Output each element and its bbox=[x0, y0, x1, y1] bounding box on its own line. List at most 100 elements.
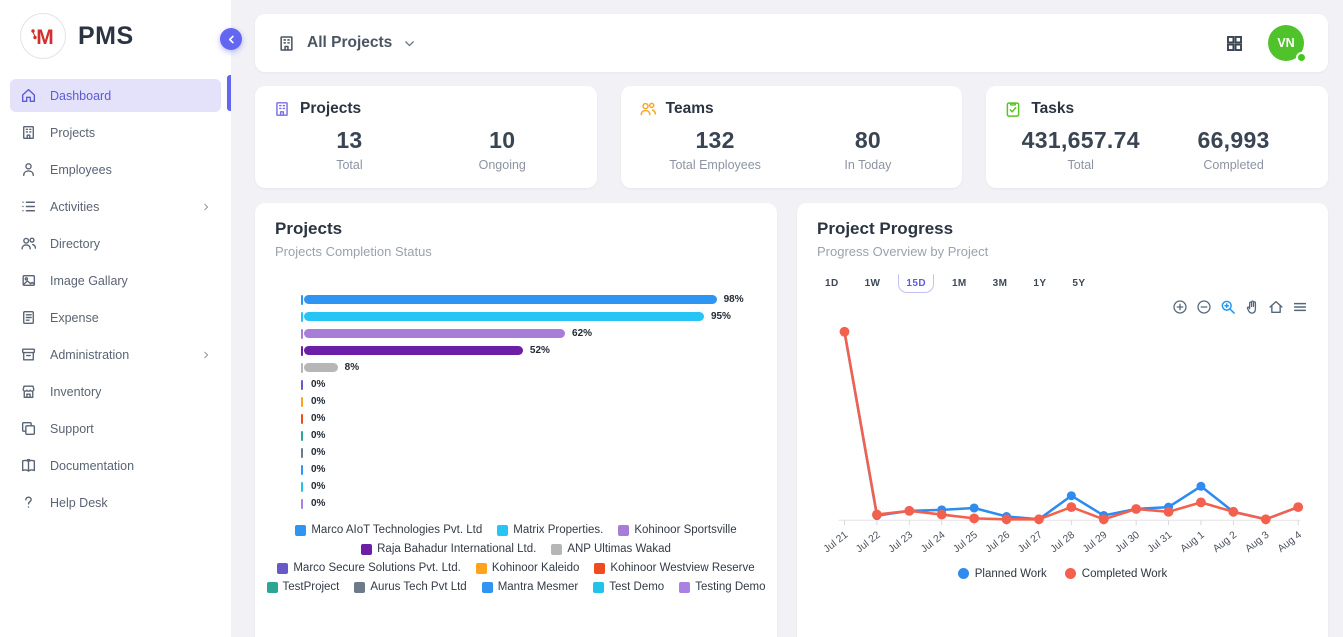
legend-item[interactable]: Test Demo bbox=[593, 581, 664, 593]
scope-label: All Projects bbox=[307, 34, 393, 51]
legend-item[interactable]: Kohinoor Sportsville bbox=[618, 524, 737, 536]
legend-item[interactable]: ANP Ultimas Wakad bbox=[551, 543, 671, 555]
sidebar-item-help-desk[interactable]: Help Desk bbox=[10, 486, 221, 519]
metric-label: In Today bbox=[844, 158, 892, 172]
svg-text:Jul 28: Jul 28 bbox=[1049, 530, 1078, 556]
sidebar-item-documentation[interactable]: Documentation bbox=[10, 449, 221, 482]
sidebar-item-activities[interactable]: Activities bbox=[10, 190, 221, 223]
bar-value-label: 0% bbox=[311, 379, 326, 390]
menu-icon[interactable] bbox=[1292, 299, 1308, 315]
panel-title: Projects bbox=[275, 219, 343, 238]
legend-item[interactable]: Matrix Properties. bbox=[497, 524, 603, 536]
stat-card-projects: Projects 13 Total 10 Ongoing bbox=[255, 86, 597, 188]
legend-item[interactable]: Aurus Tech Pvt Ltd bbox=[354, 581, 467, 593]
app-name: PMS bbox=[78, 21, 134, 50]
progress-legend: Planned Work Completed Work bbox=[817, 568, 1308, 580]
range-button-3m[interactable]: 3M bbox=[985, 274, 1016, 293]
topbar-actions: VN bbox=[1225, 25, 1307, 63]
svg-text:Aug 3: Aug 3 bbox=[1244, 530, 1272, 555]
charts-row: Projects Projects Completion Status 98% 9… bbox=[255, 203, 1328, 637]
question-icon bbox=[20, 494, 37, 511]
sidebar-item-image-gallery[interactable]: Image Gallary bbox=[10, 264, 221, 297]
axis-tick bbox=[301, 345, 303, 356]
archive-icon bbox=[20, 346, 37, 363]
range-button-15d[interactable]: 15D bbox=[898, 274, 934, 293]
sidebar-item-projects[interactable]: Projects bbox=[10, 116, 221, 149]
bar-value-label: 0% bbox=[311, 447, 326, 458]
svg-text:Jul 21: Jul 21 bbox=[822, 530, 851, 556]
completion-legend: Marco AIoT Technologies Pvt. Ltd Matrix P… bbox=[266, 524, 766, 593]
sidebar-collapse-button[interactable] bbox=[220, 28, 242, 50]
range-button-5y[interactable]: 5Y bbox=[1064, 274, 1093, 293]
legend-item[interactable]: Raja Bahadur International Ltd. bbox=[361, 543, 536, 555]
sidebar-item-administration[interactable]: Administration bbox=[10, 338, 221, 371]
bar-value-label: 52% bbox=[529, 345, 550, 356]
legend-item[interactable]: TestProject bbox=[266, 581, 339, 593]
axis-tick bbox=[301, 328, 303, 339]
axis-tick bbox=[301, 481, 303, 492]
app-logo: M PMS bbox=[0, 0, 231, 69]
svg-text:Aug 2: Aug 2 bbox=[1211, 530, 1239, 555]
user-menu[interactable]: VN bbox=[1268, 25, 1307, 63]
bar-row: 8% bbox=[301, 359, 757, 376]
range-button-1m[interactable]: 1M bbox=[944, 274, 975, 293]
sidebar-item-support[interactable]: Support bbox=[10, 412, 221, 445]
sidebar-item-employees[interactable]: Employees bbox=[10, 153, 221, 186]
stats-row: Projects 13 Total 10 Ongoing Teams 132 Tota… bbox=[255, 86, 1328, 188]
legend-item[interactable]: Testing Demo bbox=[679, 581, 766, 593]
zoom-in-icon[interactable] bbox=[1172, 299, 1188, 315]
project-scope-dropdown[interactable]: All Projects bbox=[277, 34, 416, 53]
svg-text:Jul 23: Jul 23 bbox=[887, 530, 916, 556]
sidebar-item-label: Activities bbox=[50, 199, 100, 214]
reset-axes-icon[interactable] bbox=[1268, 299, 1284, 315]
sidebar-item-label: Dashboard bbox=[50, 88, 112, 103]
zoom-out-icon[interactable] bbox=[1196, 299, 1212, 315]
apps-grid-button[interactable] bbox=[1225, 34, 1244, 53]
stat-card-tasks: Tasks 431,657.74 Total 66,993 Completed bbox=[986, 86, 1328, 188]
metric-label: Total Employees bbox=[669, 158, 761, 172]
bar bbox=[304, 346, 523, 355]
svg-text:M: M bbox=[36, 26, 54, 49]
panel-subtitle: Projects Completion Status bbox=[275, 244, 432, 259]
bar-row: 95% bbox=[301, 308, 757, 325]
legend-item[interactable]: Marco AIoT Technologies Pvt. Ltd bbox=[295, 524, 482, 536]
legend-item[interactable]: Mantra Mesmer bbox=[481, 581, 578, 593]
sidebar-item-dashboard[interactable]: Dashboard bbox=[10, 79, 221, 112]
sidebar-item-expense[interactable]: Expense bbox=[10, 301, 221, 334]
bar-row: 52% bbox=[301, 342, 757, 359]
metric-value: 13 bbox=[336, 127, 363, 153]
legend-item[interactable]: Kohinoor Kaleido bbox=[475, 562, 579, 574]
chevron-down-icon bbox=[403, 37, 416, 50]
person-icon bbox=[20, 161, 37, 178]
chart-toolbar bbox=[817, 299, 1308, 315]
list-icon bbox=[20, 198, 37, 215]
range-button-1y[interactable]: 1Y bbox=[1025, 274, 1054, 293]
range-button-1w[interactable]: 1W bbox=[857, 274, 889, 293]
clipboard-check-icon bbox=[1004, 100, 1022, 118]
axis-tick bbox=[301, 379, 303, 390]
sidebar-item-label: Expense bbox=[50, 310, 99, 325]
range-button-1d[interactable]: 1D bbox=[817, 274, 847, 293]
legend-item[interactable]: Planned Work bbox=[957, 568, 1047, 580]
axis-tick bbox=[301, 362, 303, 373]
pan-icon[interactable] bbox=[1244, 299, 1260, 315]
home-icon bbox=[20, 87, 37, 104]
box-zoom-icon[interactable] bbox=[1220, 299, 1236, 315]
legend-item[interactable]: Marco Secure Solutions Pvt. Ltd. bbox=[277, 562, 461, 574]
axis-tick bbox=[301, 498, 303, 509]
bar-row: 0% bbox=[301, 410, 757, 427]
sidebar-item-directory[interactable]: Directory bbox=[10, 227, 221, 260]
bar-value-label: 0% bbox=[311, 430, 326, 441]
metric-value: 80 bbox=[854, 127, 882, 153]
bar-value-label: 95% bbox=[710, 311, 731, 322]
sidebar-item-label: Support bbox=[50, 421, 94, 436]
sidebar-item-label: Directory bbox=[50, 236, 101, 251]
project-progress-panel: Project Progress Progress Overview by Pr… bbox=[797, 203, 1328, 637]
sidebar-item-inventory[interactable]: Inventory bbox=[10, 375, 221, 408]
svg-text:Jul 25: Jul 25 bbox=[951, 530, 980, 556]
legend-item[interactable]: Kohinoor Westview Reserve bbox=[594, 562, 755, 574]
legend-item[interactable]: Completed Work bbox=[1064, 568, 1167, 580]
building-icon bbox=[277, 34, 296, 53]
svg-text:Jul 24: Jul 24 bbox=[919, 530, 948, 556]
progress-line-chart-wrap: Jul 21 Jul 22 Jul 23 Jul 24 Jul 25 Jul 26 Jul … bbox=[817, 317, 1308, 566]
